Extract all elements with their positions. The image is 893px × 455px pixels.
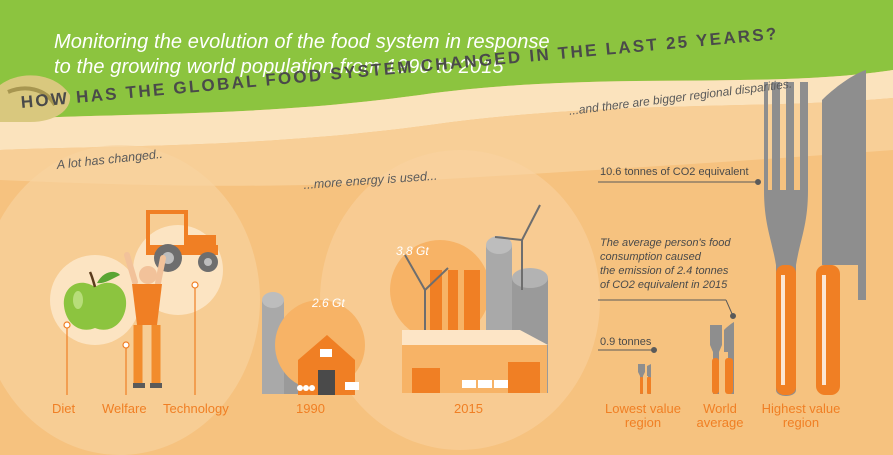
header-line-2: to the growing world population from 199… — [54, 56, 504, 78]
cutlery-highest-icon — [764, 70, 866, 396]
label-diet: Diet — [52, 401, 76, 416]
average-line-4: of CO2 equivalent in 2015 — [600, 279, 728, 291]
label-highest-region: Highest value region — [758, 402, 844, 430]
farm-1990-icon — [262, 292, 365, 395]
label-highest-line-2: region — [782, 415, 820, 430]
change-pointers — [63, 281, 199, 395]
average-line-2: consumption caused — [600, 251, 701, 263]
label-world-average: World average — [692, 402, 748, 430]
apple-icon — [63, 271, 127, 330]
average-paragraph: The average person's food consumption ca… — [600, 236, 760, 292]
cutlery-world-icon — [710, 322, 734, 394]
label-welfare: Welfare — [102, 401, 147, 416]
high-value-label: 10.6 tonnes of CO2 equivalent — [600, 166, 749, 178]
low-value-label: 0.9 tonnes — [600, 336, 652, 348]
label-technology: Technology — [163, 401, 229, 416]
tractor-icon — [146, 210, 218, 272]
emission-pointers — [598, 179, 761, 353]
average-line-1: The average person's food — [600, 237, 731, 249]
energy-value-2015: 3.8 Gt — [396, 244, 429, 258]
label-world-line-1: World — [703, 401, 737, 416]
question-band — [0, 70, 893, 150]
header-line-1: Monitoring the evolution of the food sys… — [54, 31, 550, 53]
label-world-line-2: average — [696, 415, 744, 430]
person-icon — [124, 252, 166, 388]
melon-icon — [0, 75, 71, 122]
year-2015: 2015 — [454, 401, 483, 416]
label-lowest-line-1: Lowest value — [605, 401, 681, 416]
average-line-3: the emission of 2.4 tonnes — [600, 265, 729, 277]
year-1990: 1990 — [296, 401, 325, 416]
energy-value-1990: 2.6 Gt — [312, 296, 345, 310]
cutlery-lowest-icon — [638, 364, 651, 394]
light-band — [0, 98, 893, 186]
label-highest-line-1: Highest value — [761, 401, 841, 416]
farm-2015-icon — [390, 204, 548, 393]
label-lowest-line-2: region — [624, 415, 662, 430]
label-lowest-region: Lowest value region — [600, 402, 686, 430]
green-banner — [0, 0, 893, 120]
header-title: Monitoring the evolution of the food sys… — [54, 30, 550, 80]
